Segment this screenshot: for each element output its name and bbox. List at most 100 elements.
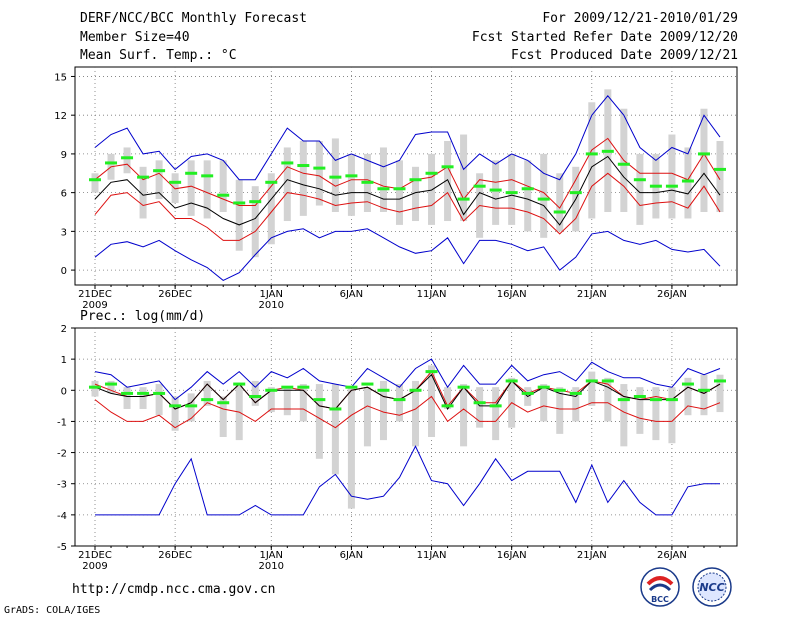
temp-observed-mark (217, 193, 230, 197)
temp-observed-mark (89, 178, 101, 182)
precip-observed-mark (697, 388, 710, 392)
temp-observed-mark (489, 188, 502, 192)
precip-observed-mark (601, 379, 614, 383)
logos: BCC NCC (640, 567, 732, 607)
precip-spread-bar (588, 371, 596, 406)
precip-observed-mark (681, 382, 694, 386)
precip-spread-bar (123, 387, 131, 409)
temp-observed-mark (233, 201, 246, 205)
temp-spread-bar (267, 173, 275, 245)
precip-observed-mark (617, 398, 630, 402)
precip-spread-bar (395, 384, 403, 422)
precip-xtick-label: 16JAN (497, 550, 527, 561)
precip-spread-bar (315, 384, 323, 459)
temp-spread-bar (428, 153, 436, 225)
temp-spread-bar (556, 173, 564, 232)
temp-observed-mark (265, 180, 278, 184)
precip-spread-bar (412, 380, 420, 447)
temp-ensemble-mean-line (94, 155, 721, 226)
bcc-logo: BCC (640, 567, 680, 607)
temp-observed-mark (201, 174, 214, 178)
precip-spread-bar (267, 387, 275, 413)
precip-spread-bar (460, 384, 468, 447)
precip-observed-mark (153, 391, 166, 395)
precip-spread-bar (347, 387, 355, 509)
temp-observed-mark (425, 171, 438, 175)
precip-xtick-label: 26DEC (158, 550, 192, 561)
temp-xtick-label: 11JAN (417, 289, 447, 300)
temp-observed-mark (681, 179, 694, 183)
precip-spread-bar (299, 384, 307, 422)
precip-spread-bar (556, 387, 564, 434)
temp-spread-bar (460, 134, 468, 222)
precip-spread-bar (331, 384, 339, 475)
temp-xtick-label: 1JAN (260, 289, 283, 300)
precip-ytick-label: -1 (57, 417, 67, 428)
precip-observed-mark (345, 385, 358, 389)
forecast-period: For 2009/12/21-2010/01/29 (542, 11, 738, 26)
precip-xtick-label: 21JAN (577, 550, 607, 561)
precip-ytick-label: -4 (57, 511, 67, 522)
precip-ensemble-min-line (95, 445, 720, 516)
precip-observed-mark (441, 404, 454, 408)
temp-ytick-label: 12 (54, 111, 67, 122)
precip-observed-mark (633, 395, 646, 399)
precip-spread-bar (700, 374, 708, 416)
precip-observed-mark (185, 404, 198, 408)
temp-spread-bar (235, 179, 243, 251)
precip-spread-bar (139, 387, 147, 409)
member-size: Member Size=40 (80, 30, 190, 45)
temp-spread-bar (716, 141, 724, 212)
precip-observed-mark (169, 404, 182, 408)
precip-spread-bar (219, 396, 227, 437)
precip-ytick-label: -5 (57, 542, 67, 553)
precip-observed-mark (585, 379, 598, 383)
precip-observed-mark (569, 391, 582, 395)
precip-observed-mark (425, 370, 438, 374)
temp-xtick-label: 26DEC (158, 289, 192, 300)
temp-spread-bar (299, 141, 307, 216)
temp-spread-bar (636, 153, 644, 225)
temp-observed-mark (377, 187, 390, 191)
temp-xtick-label: 26JAN (657, 289, 687, 300)
precip-observed-mark (714, 379, 726, 383)
temp-spread-bar (524, 160, 532, 232)
variable-label: Mean Surf. Temp.: °C (80, 48, 237, 63)
precip-observed-mark (521, 391, 534, 395)
precip-lower-bound-line (94, 395, 721, 429)
website-url[interactable]: http://cmdp.ncc.cma.gov.cn (72, 582, 276, 597)
temp-xtick-label: 16JAN (497, 289, 527, 300)
precip-observed-mark (89, 385, 101, 389)
precip-spread-bar (572, 387, 580, 422)
temp-spread-bar (379, 147, 387, 212)
precip-xtick-label: 26JAN (657, 550, 687, 561)
temp-observed-mark (537, 197, 550, 201)
precip-label: Prec.: log(mm/d) (80, 309, 206, 324)
precip-ytick-label: -3 (57, 480, 67, 491)
precip-spread-bar (652, 387, 660, 441)
precip-observed-mark (217, 401, 230, 405)
precip-observed-mark (105, 382, 118, 386)
precip-observed-mark (457, 385, 470, 389)
temp-spread-bar (123, 147, 131, 174)
temp-ytick-label: 3 (61, 227, 67, 238)
precip-observed-mark (121, 391, 134, 395)
precip-observed-mark (665, 398, 678, 402)
precip-spread-bar (668, 387, 676, 444)
ncc-logo-text: NCC (699, 581, 724, 594)
temp-spread-bar (315, 141, 323, 206)
temp-spread-bar (492, 160, 500, 225)
temp-frame (74, 66, 738, 286)
temp-observed-mark (329, 175, 342, 179)
temp-observed-mark (361, 180, 374, 184)
temp-observed-mark (345, 174, 358, 178)
temp-observed-mark (441, 165, 454, 169)
precip-spread-bar (684, 377, 692, 416)
precip-spread-bar (91, 380, 99, 397)
precip-spread-bar (540, 384, 548, 422)
precip-xtick-sublabel: 2009 (82, 561, 107, 572)
temp-xtick-label: 21DEC (78, 289, 112, 300)
precip-spread-bar (107, 380, 115, 394)
